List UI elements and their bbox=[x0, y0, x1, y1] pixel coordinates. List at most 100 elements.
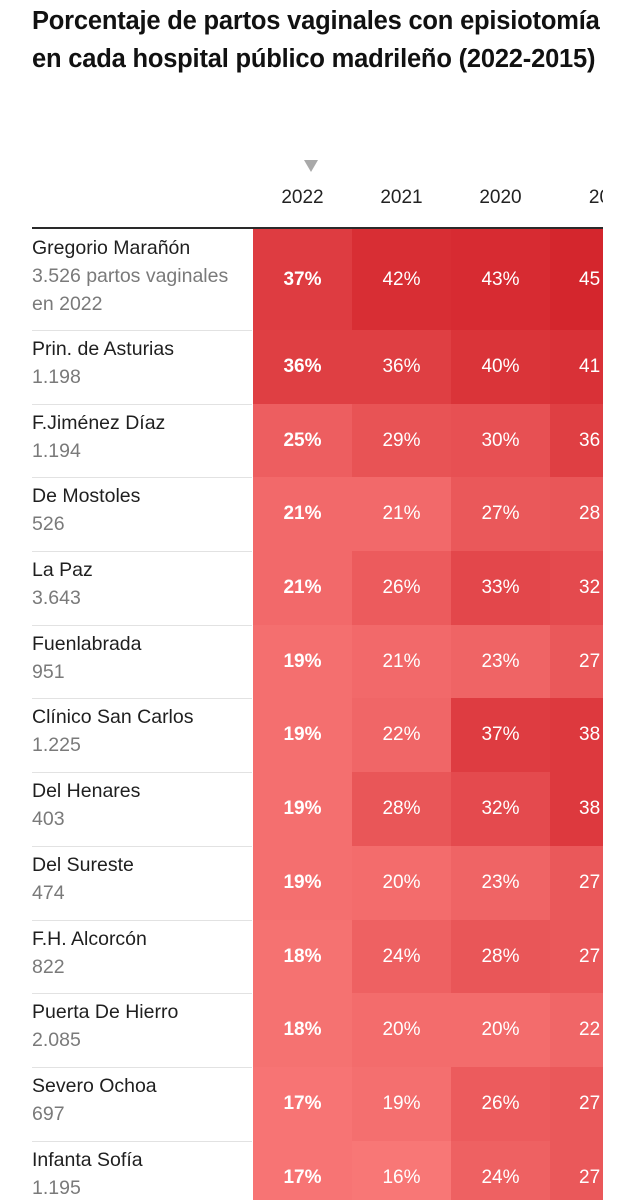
hospital-name: De Mostoles bbox=[32, 485, 141, 507]
heatmap-cell-2021: 16% bbox=[352, 1141, 451, 1200]
heatmap-cell-2020: 20% bbox=[451, 993, 550, 1067]
heatmap-cell-20: 27 bbox=[550, 1141, 603, 1200]
heatmap-cell-2022: 19% bbox=[253, 625, 352, 698]
hospital-name: Del Henares bbox=[32, 780, 141, 802]
hospital-name: Del Sureste bbox=[32, 854, 134, 876]
heatmap-cell-2022: 19% bbox=[253, 698, 352, 772]
row-label: Infanta Sofía 1.195 bbox=[32, 1146, 247, 1200]
heatmap-cell-2022: 18% bbox=[253, 920, 352, 993]
heatmap-cell-2022: 17% bbox=[253, 1067, 352, 1141]
row-label: F.Jiménez Díaz 1.194 bbox=[32, 409, 247, 465]
row-separator bbox=[32, 625, 252, 626]
heatmap-cell-20: 41 bbox=[550, 330, 603, 404]
births-count: 822 bbox=[32, 956, 65, 978]
heatmap-cell-20: 38 bbox=[550, 772, 603, 846]
heatmap-cell-2022: 36% bbox=[253, 330, 352, 404]
hospital-name: Fuenlabrada bbox=[32, 633, 142, 655]
hospital-name: Infanta Sofía bbox=[32, 1149, 143, 1171]
heatmap-cell-2020: 26% bbox=[451, 1067, 550, 1141]
hospital-name: Clínico San Carlos bbox=[32, 706, 194, 728]
row-label: Gregorio Marañón 3.526 partos vaginales e… bbox=[32, 234, 247, 318]
births-count: 951 bbox=[32, 661, 65, 683]
heatmap-cell-2022: 21% bbox=[253, 551, 352, 625]
heatmap-cell-2021: 42% bbox=[352, 229, 451, 330]
heatmap-cell-2020: 37% bbox=[451, 698, 550, 772]
row-label: Puerta De Hierro 2.085 bbox=[32, 998, 247, 1054]
heatmap-cell-2021: 20% bbox=[352, 846, 451, 920]
row-separator bbox=[32, 993, 252, 994]
hospital-name: F.H. Alcorcón bbox=[32, 928, 147, 950]
heatmap-cell-20: 27 bbox=[550, 625, 603, 698]
row-separator bbox=[32, 477, 252, 478]
column-header-2022[interactable]: 2022 bbox=[281, 187, 324, 208]
row-separator bbox=[32, 1141, 252, 1142]
births-count: 1.195 bbox=[32, 1177, 81, 1199]
heatmap-cell-20: 28 bbox=[550, 477, 603, 551]
births-count: 697 bbox=[32, 1103, 65, 1125]
chart-title: Porcentaje de partos vaginales con episi… bbox=[32, 7, 600, 73]
heatmap-cell-20: 36 bbox=[550, 404, 603, 477]
heatmap-cell-2021: 29% bbox=[352, 404, 451, 477]
row-label: Del Sureste 474 bbox=[32, 851, 247, 907]
row-label: F.H. Alcorcón 822 bbox=[32, 925, 247, 981]
row-label: Prin. de Asturias 1.198 bbox=[32, 335, 247, 391]
hospital-name: Prin. de Asturias bbox=[32, 338, 174, 360]
births-count: 403 bbox=[32, 808, 65, 830]
row-separator bbox=[32, 1067, 252, 1068]
hospital-name: La Paz bbox=[32, 559, 93, 581]
births-count: 3.526 partos vaginales en 2022 bbox=[32, 265, 229, 315]
births-count: 1.194 bbox=[32, 440, 81, 462]
row-label: Clínico San Carlos 1.225 bbox=[32, 703, 247, 759]
heatmap-cell-2021: 26% bbox=[352, 551, 451, 625]
births-count: 3.643 bbox=[32, 587, 81, 609]
heatmap-cell-2022: 18% bbox=[253, 993, 352, 1067]
births-count: 2.085 bbox=[32, 1029, 81, 1051]
heatmap-cell-20: 38 bbox=[550, 698, 603, 772]
births-count: 1.198 bbox=[32, 366, 81, 388]
heatmap-cell-2020: 30% bbox=[451, 404, 550, 477]
heatmap-cell-2022: 19% bbox=[253, 846, 352, 920]
heatmap-cell-20: 22 bbox=[550, 993, 603, 1067]
heatmap-cell-2020: 27% bbox=[451, 477, 550, 551]
heatmap-cell-2020: 33% bbox=[451, 551, 550, 625]
heatmap-cell-2020: 32% bbox=[451, 772, 550, 846]
heatmap-cell-20: 32 bbox=[550, 551, 603, 625]
row-separator bbox=[32, 330, 252, 331]
heatmap-cell-2022: 21% bbox=[253, 477, 352, 551]
heatmap-cell-2021: 28% bbox=[352, 772, 451, 846]
heatmap-cell-2021: 19% bbox=[352, 1067, 451, 1141]
row-label: La Paz 3.643 bbox=[32, 556, 247, 612]
column-header-20[interactable]: 20 bbox=[588, 187, 603, 208]
header-rule bbox=[32, 227, 603, 229]
heatmap-cell-20: 45 bbox=[550, 229, 603, 330]
column-header-2021[interactable]: 2021 bbox=[380, 187, 423, 208]
heatmap-cell-2022: 37% bbox=[253, 229, 352, 330]
heatmap-cell-20: 27 bbox=[550, 1067, 603, 1141]
heatmap-cell-2022: 17% bbox=[253, 1141, 352, 1200]
heatmap-cell-2022: 19% bbox=[253, 772, 352, 846]
row-separator bbox=[32, 846, 252, 847]
births-count: 474 bbox=[32, 882, 65, 904]
hospital-name: Puerta De Hierro bbox=[32, 1001, 179, 1023]
heatmap-cell-2021: 36% bbox=[352, 330, 451, 404]
heatmap-cell-2021: 20% bbox=[352, 993, 451, 1067]
births-count: 1.225 bbox=[32, 734, 81, 756]
heatmap-cell-2021: 21% bbox=[352, 477, 451, 551]
heatmap-cell-2021: 24% bbox=[352, 920, 451, 993]
row-label: Del Henares 403 bbox=[32, 777, 247, 833]
row-separator bbox=[32, 551, 252, 552]
row-label: Severo Ochoa 697 bbox=[32, 1072, 247, 1128]
births-count: 526 bbox=[32, 513, 65, 535]
row-separator bbox=[32, 772, 252, 773]
heatmap-cell-2022: 25% bbox=[253, 404, 352, 477]
row-label: De Mostoles 526 bbox=[32, 482, 247, 538]
row-separator bbox=[32, 404, 252, 405]
heatmap-cell-20: 27 bbox=[550, 920, 603, 993]
sort-descending-icon[interactable] bbox=[304, 160, 318, 172]
heatmap-cell-2021: 22% bbox=[352, 698, 451, 772]
row-label: Fuenlabrada 951 bbox=[32, 630, 247, 686]
row-separator bbox=[32, 698, 252, 699]
hospital-name: Severo Ochoa bbox=[32, 1075, 157, 1097]
column-header-2020[interactable]: 2020 bbox=[479, 187, 522, 208]
